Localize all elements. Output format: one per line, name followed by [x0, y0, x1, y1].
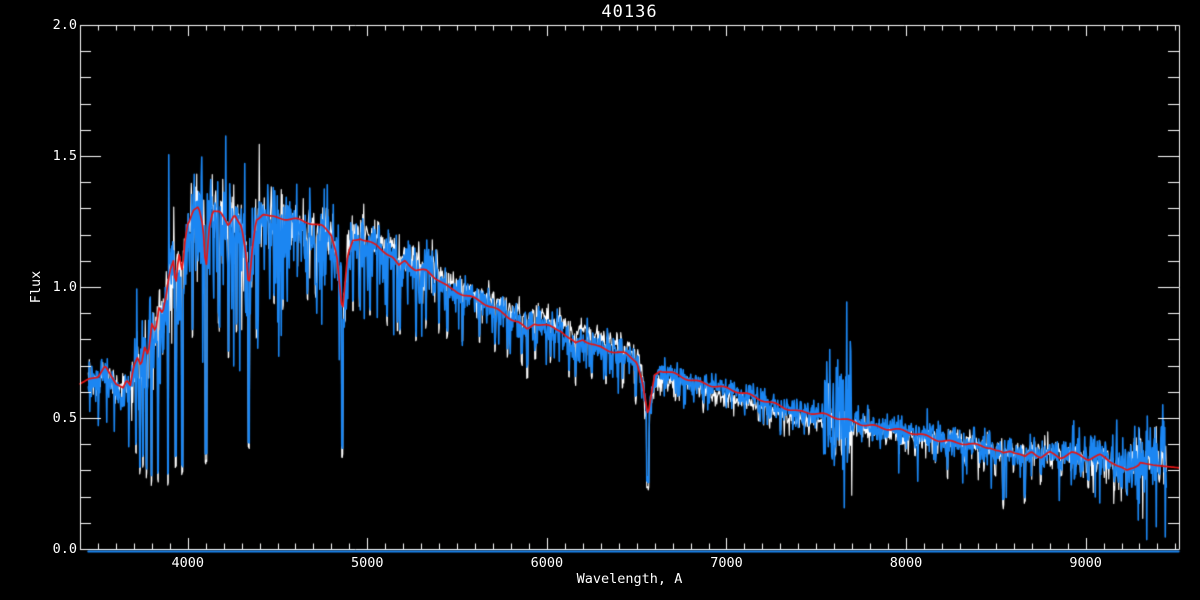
x-tick-label: 4000	[171, 555, 204, 571]
x-tick-label: 8000	[889, 555, 923, 571]
y-tick-label: 0.0	[52, 541, 77, 557]
x-axis-label: Wavelength, A	[576, 571, 683, 587]
y-tick-label: 1.0	[52, 279, 77, 295]
x-tick-label: 6000	[530, 555, 564, 571]
y-tick-label: 1.5	[52, 148, 77, 164]
y-tick-label: 0.5	[52, 410, 77, 426]
x-tick-label: 9000	[1069, 555, 1102, 571]
plot-title: 40136	[601, 2, 658, 22]
y-tick-label: 2.0	[52, 17, 77, 33]
x-tick-label: 7000	[710, 555, 743, 571]
x-tick-label: 5000	[351, 555, 384, 571]
